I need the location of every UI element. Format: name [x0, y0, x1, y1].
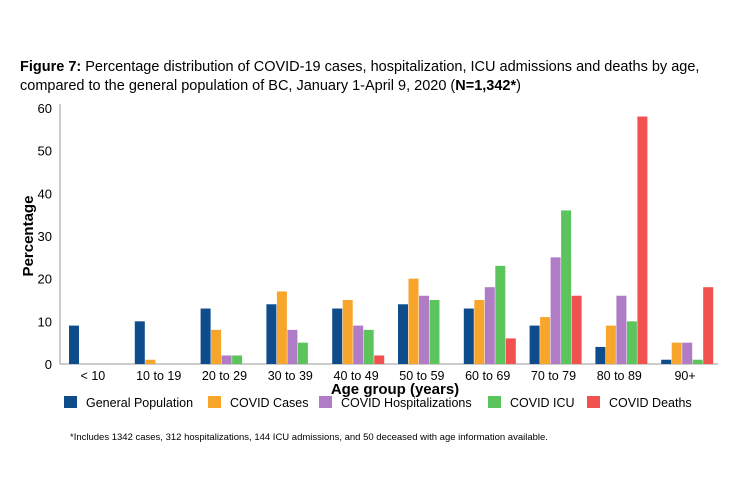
- bar-covid-cases: [671, 342, 682, 364]
- bar-covid-hospitalizations: [419, 295, 429, 364]
- bar-covid-hospitalizations: [682, 342, 693, 364]
- y-tick-label: 30: [38, 229, 52, 244]
- x-tick-label: 70 to 79: [531, 369, 576, 383]
- bar-covid-hospitalizations: [616, 295, 627, 364]
- x-tick-label: 20 to 29: [202, 369, 247, 383]
- bar-covid-deaths: [571, 295, 582, 364]
- legend-label: General Population: [86, 396, 193, 410]
- legend-swatch: [208, 396, 221, 408]
- bar-covid-hospitalizations: [221, 355, 232, 364]
- bar-covid-icu: [561, 210, 572, 364]
- bar-covid-hospitalizations: [550, 257, 561, 364]
- x-tick-label: < 10: [81, 369, 106, 383]
- x-axis-title: Age group (years): [331, 381, 459, 398]
- bar-covid-icu: [429, 300, 440, 364]
- bar-covid-cases: [540, 317, 551, 364]
- bar-general-population: [200, 308, 211, 364]
- x-tick-label: 10 to 19: [136, 369, 181, 383]
- bar-covid-cases: [342, 300, 353, 364]
- legend-swatch: [319, 396, 332, 408]
- bar-covid-cases: [474, 300, 485, 364]
- bar-covid-cases: [276, 291, 287, 364]
- bar-general-population: [332, 308, 343, 364]
- bar-covid-hospitalizations: [287, 329, 298, 364]
- bar-covid-cases: [211, 329, 222, 364]
- y-tick-label: 10: [38, 314, 52, 329]
- legend-label: COVID Deaths: [609, 396, 692, 410]
- bar-covid-deaths: [505, 338, 516, 364]
- bar-covid-icu: [626, 321, 637, 364]
- bar-general-population: [266, 304, 277, 364]
- y-axis-title: Percentage: [20, 196, 37, 277]
- x-tick-label: 50 to 59: [399, 369, 444, 383]
- bar-covid-icu: [495, 265, 506, 364]
- figure-label: Figure 7:: [20, 59, 82, 75]
- bar-covid-deaths: [374, 355, 385, 364]
- x-tick-label: 40 to 49: [334, 369, 379, 383]
- legend-label: COVID ICU: [510, 396, 575, 410]
- title-text: Percentage distribution of COVID-19 case…: [20, 59, 700, 94]
- bar-covid-icu: [297, 342, 308, 364]
- bar-covid-hospitalizations: [353, 325, 364, 364]
- bar-covid-cases: [145, 359, 156, 364]
- bar-covid-deaths: [703, 287, 714, 364]
- bar-general-population: [661, 359, 672, 364]
- title-suffix: ): [516, 78, 521, 94]
- sample-size: N=1,342*: [455, 78, 517, 94]
- bar-covid-deaths: [637, 116, 648, 365]
- footnote: *Includes 1342 cases, 312 hospitalizatio…: [70, 432, 548, 443]
- bar-general-population: [398, 304, 408, 364]
- legend-swatch: [64, 396, 77, 408]
- bar-general-population: [529, 325, 540, 364]
- x-tick-label: 60 to 69: [465, 369, 510, 383]
- legend-swatch: [488, 396, 501, 408]
- legend-label: COVID Cases: [230, 396, 309, 410]
- bar-covid-cases: [408, 278, 419, 364]
- y-tick-label: 60: [38, 101, 52, 116]
- bar-covid-icu: [232, 355, 243, 364]
- y-tick-label: 40: [38, 186, 52, 201]
- y-tick-label: 50: [38, 144, 52, 159]
- chart-title: Figure 7: Percentage distribution of COV…: [20, 58, 745, 96]
- bar-chart: 0 10 20 30 40 50 60 < 10 10 to 19 20 to 29 30 to 3…: [20, 101, 718, 410]
- bar-general-population: [595, 346, 606, 364]
- bar-covid-icu: [692, 359, 703, 364]
- bar-general-population: [69, 325, 79, 364]
- x-tick-label: 30 to 39: [268, 369, 313, 383]
- y-tick-label: 20: [38, 272, 52, 287]
- legend-swatch: [587, 396, 600, 408]
- bar-covid-hospitalizations: [484, 287, 495, 364]
- bar-covid-icu: [363, 329, 374, 364]
- y-tick-label: 0: [45, 357, 52, 372]
- x-tick-label: 80 to 89: [597, 369, 642, 383]
- bar-covid-cases: [605, 325, 616, 364]
- x-tick-label: 90+: [674, 369, 695, 383]
- bar-general-population: [463, 308, 474, 364]
- legend-label: COVID Hospitalizations: [341, 396, 472, 410]
- bar-general-population: [134, 321, 145, 364]
